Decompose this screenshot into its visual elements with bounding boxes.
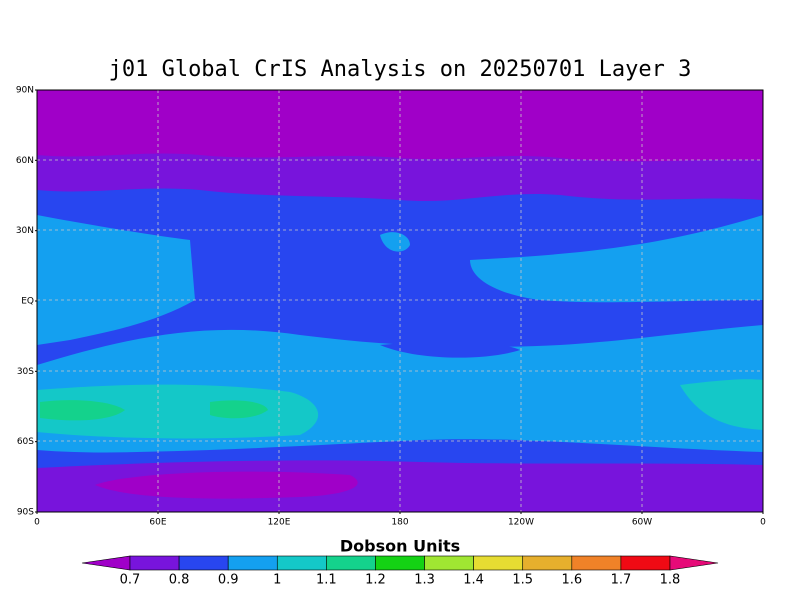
grid [37,90,763,512]
lat-tick-label: EQ [21,297,34,307]
colorbar-segment [129,555,180,571]
colorbar-segment [522,555,573,571]
lat-tick-label: 60N [16,156,34,166]
colorbar-segment [473,555,524,571]
field-band [95,471,358,499]
field-band [380,341,520,358]
field-band [380,232,410,252]
colorbar-tick-label: 1 [273,573,281,588]
lon-tick-label: 0 [760,518,766,528]
colorbar-tick-label: 1.4 [463,573,484,588]
colorbar-segment [620,555,671,571]
lon-tick-label: 180 [391,518,408,528]
colorbar-segment [326,555,376,571]
lat-tick-label: 60S [17,437,34,447]
colorbar-tick-label: 0.9 [218,573,239,588]
colorbar-tick-label: 1.6 [561,573,582,588]
lon-tick-label: 60E [149,518,166,528]
lat-tick-label: 30S [17,367,34,377]
colorbar-tick-label: 1.5 [512,573,533,588]
lon-tick-label: 0 [34,518,40,528]
colorbar-arrow [669,555,719,571]
field-band [680,379,763,430]
colorbar-segment [178,555,229,571]
colorbar-segment [571,555,622,571]
colorbar-tick-label: 1.2 [365,573,386,588]
colorbar-segment [424,555,474,571]
lon-tick-label: 120E [268,518,291,528]
colorbar-tick-label: 1.7 [611,573,632,588]
map-title: j01 Global CrIS Analysis on 20250701 Lay… [109,57,692,82]
colorbar-segment [276,555,327,571]
colorbar-tick-label: 0.8 [169,573,190,588]
field-band [37,90,763,162]
colorbar-tick-label: 1.1 [316,573,337,588]
colorbar-label: Dobson Units [340,537,460,556]
colorbar-segment [227,555,278,571]
lat-tick-label: 30N [16,226,34,236]
colorbar-tick-label: 0.7 [120,573,141,588]
colorbar-segment [375,555,425,571]
field-band [470,215,763,303]
lon-tick-label: 120W [508,518,534,528]
field-band [37,215,195,345]
lon-tick-label: 60W [632,518,652,528]
lat-tick-label: 90S [17,508,34,518]
field-band [210,400,268,419]
colorbar-tick-label: 1.3 [414,573,435,588]
colorbar: 0.7 0.8 0.9 1 1.1 1.2 1.3 1.4 1.5 1.6 1.7 1.8 [81,555,719,588]
field-band [40,400,125,421]
colorbar-arrow [81,555,131,571]
colorbar-tick-label: 1.8 [660,573,681,588]
lat-tick-label: 90N [16,86,34,96]
field-band [37,384,319,439]
